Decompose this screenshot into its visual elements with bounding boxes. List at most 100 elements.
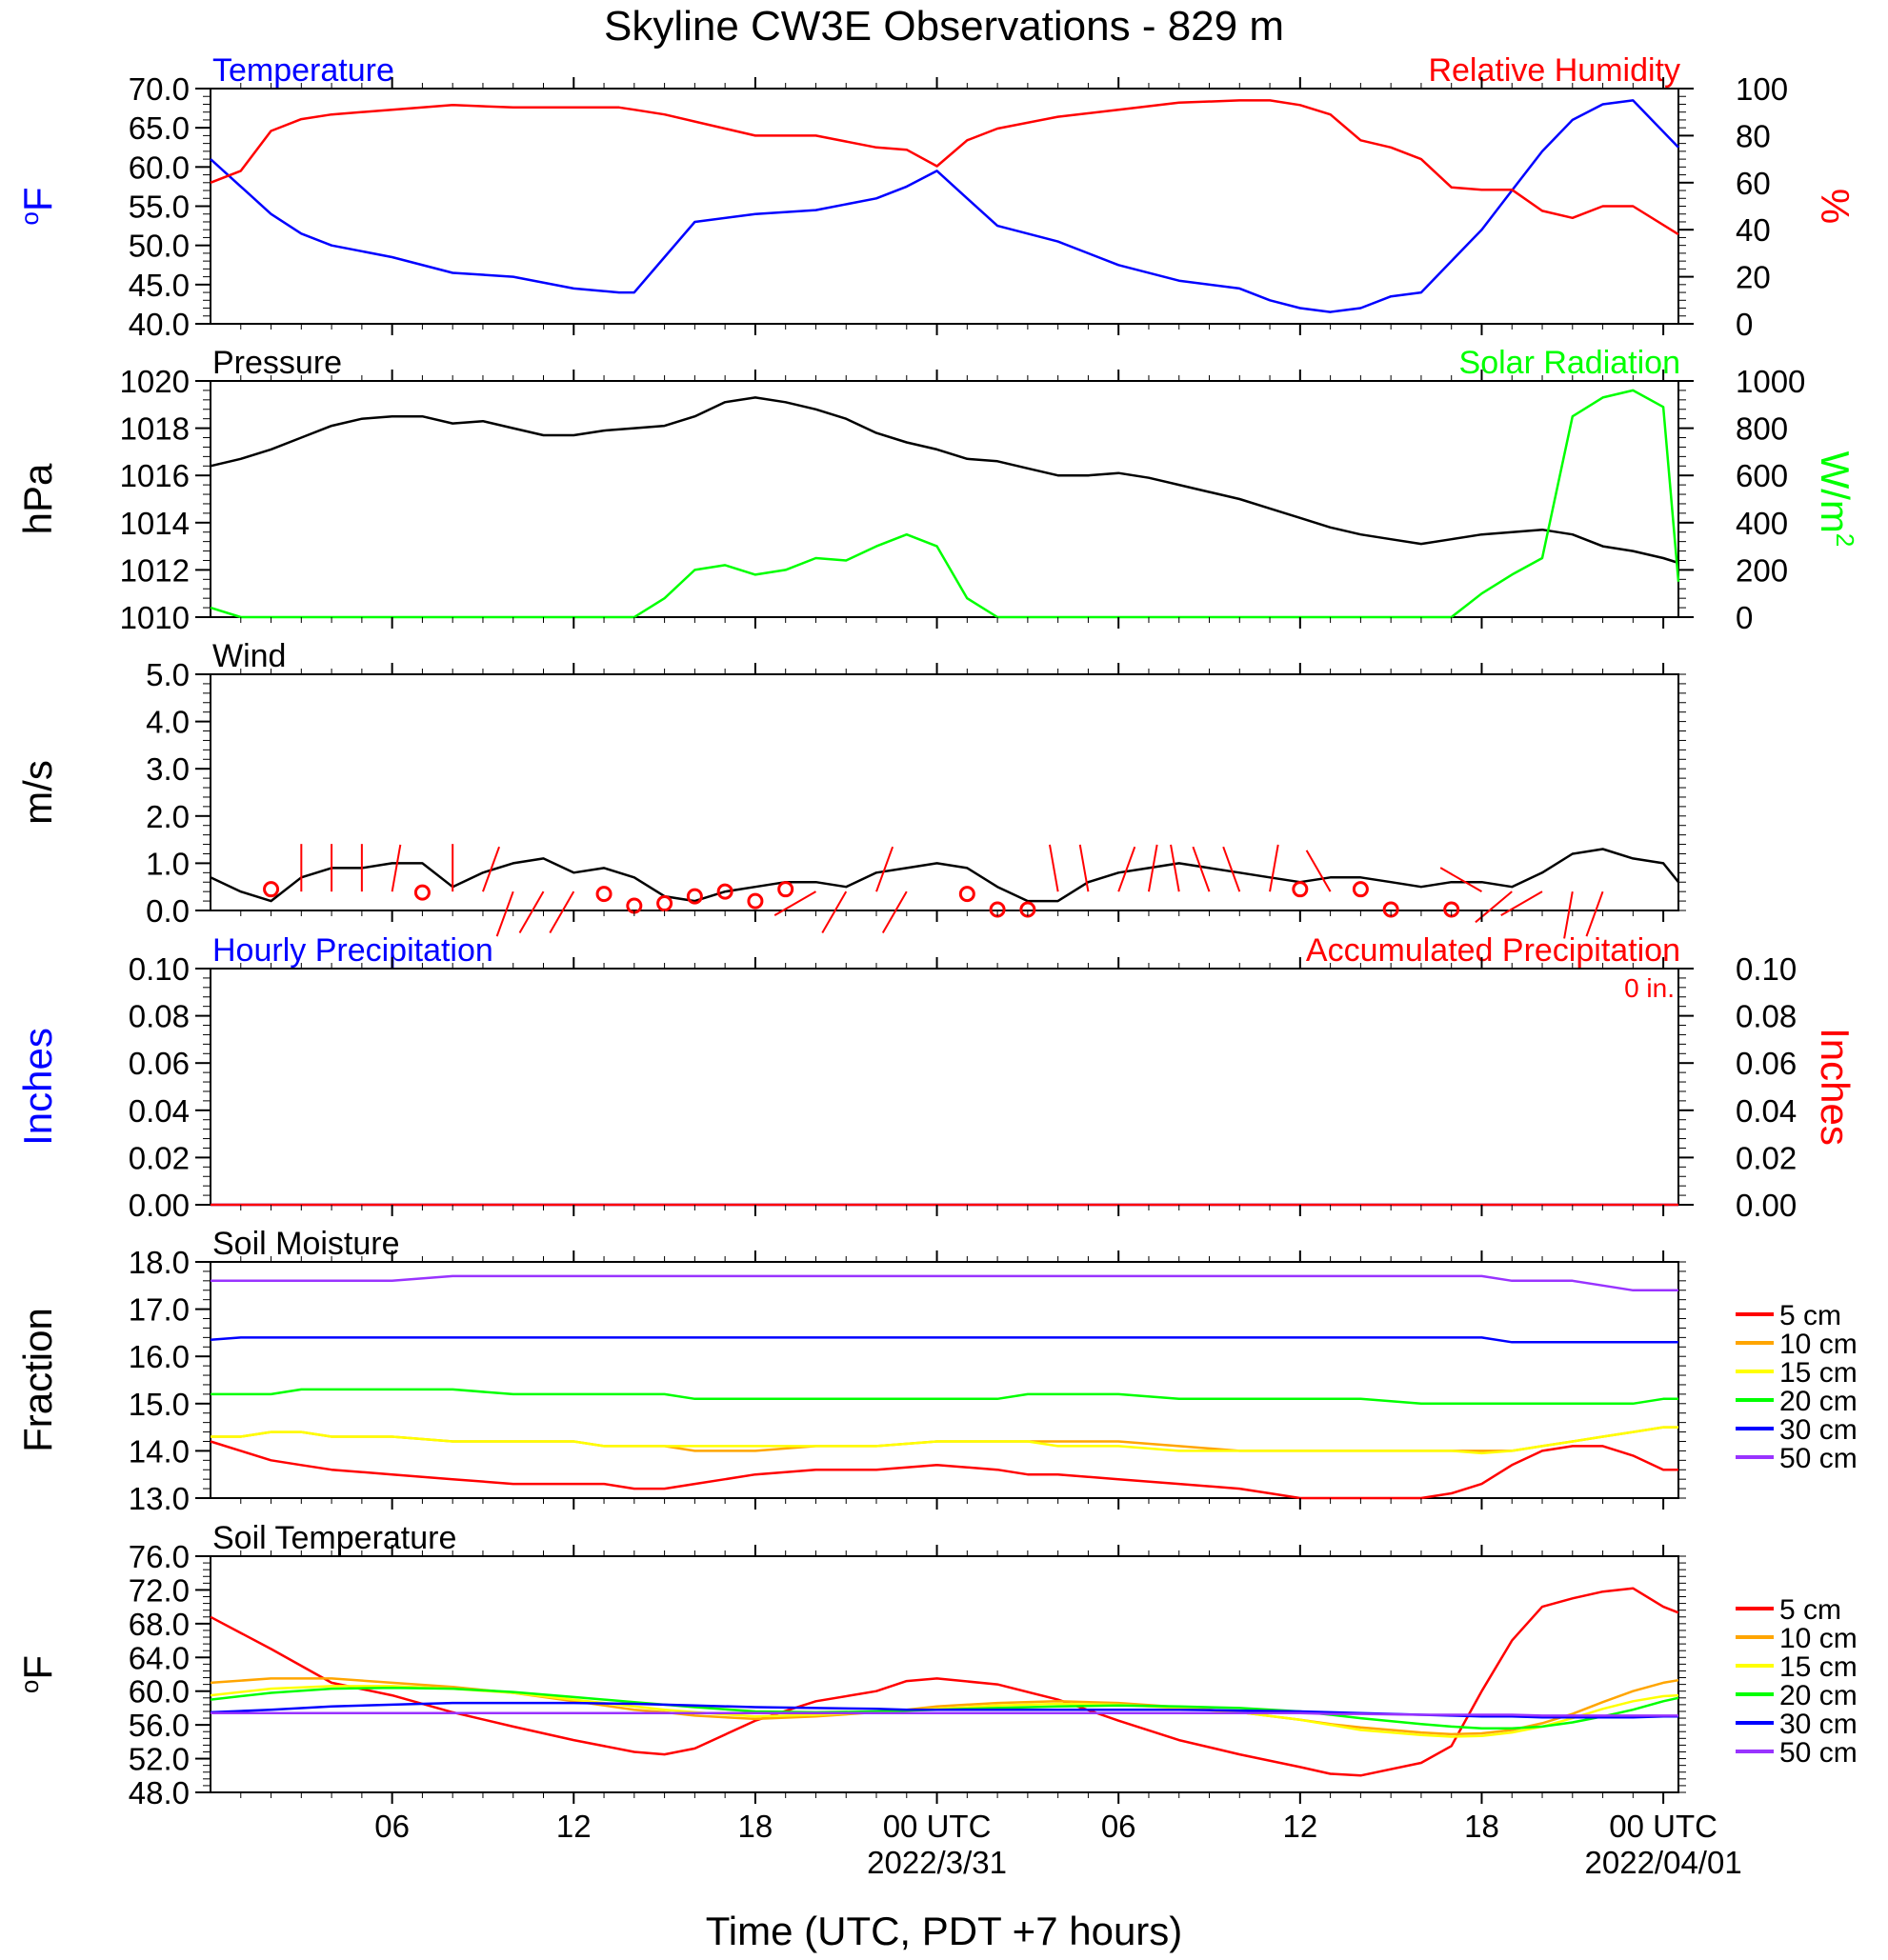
- panel-right-title: Solar Radiation: [1459, 345, 1680, 381]
- y2-tick-label: 0.00: [1736, 1188, 1797, 1223]
- wind-barb: [549, 890, 575, 933]
- legend-label-5-cm: 5 cm: [1779, 1594, 1841, 1626]
- y-tick-label: 0.00: [129, 1188, 190, 1223]
- y-tick-label: 65.0: [129, 110, 190, 146]
- x-tick-label: 00 UTC: [883, 1809, 992, 1844]
- y2-tick-label: 0.10: [1736, 951, 1797, 987]
- y-tick-label: 45.0: [129, 268, 190, 303]
- figure-title: Skyline CW3E Observations - 829 m: [604, 3, 1284, 50]
- y-tick-label: 72.0: [129, 1572, 190, 1608]
- series-line-30-cm: [210, 1701, 1678, 1719]
- legend-label-20-cm: 20 cm: [1779, 1386, 1858, 1417]
- wind-barb: [1117, 846, 1136, 892]
- y2-tick-label: 60: [1736, 166, 1771, 201]
- panel-left-title: Soil Moisture: [212, 1226, 400, 1262]
- calm-wind-marker: [1019, 901, 1036, 918]
- y-tick-label: 1020: [120, 364, 190, 399]
- y-tick-label: 0.06: [129, 1046, 190, 1081]
- calm-wind-marker: [1443, 901, 1460, 918]
- panel-left-title: Wind: [212, 638, 286, 674]
- wind-barb: [518, 890, 545, 933]
- y-tick-label: 52.0: [129, 1742, 190, 1777]
- calm-wind-marker: [958, 886, 975, 903]
- wind-barb: [773, 890, 816, 917]
- series-line-30-cm: [210, 1336, 1678, 1344]
- wind-barb: [482, 846, 500, 892]
- plot-frame: [210, 1261, 1679, 1499]
- plot-frame: [210, 1555, 1679, 1793]
- legend-label-10-cm: 10 cm: [1779, 1329, 1858, 1360]
- panel-soil-temperature: 48.052.056.060.064.068.072.076.0 Soil Tem…: [15, 1520, 1858, 1810]
- y-tick-label: 18.0: [129, 1245, 190, 1280]
- y-tick-label: 40.0: [129, 307, 190, 342]
- y2-axis-title: Inches: [1813, 1028, 1858, 1146]
- y2-tick-label: 0: [1736, 600, 1753, 635]
- y-tick-label: 76.0: [129, 1539, 190, 1574]
- x-tick-label: 12: [1282, 1809, 1317, 1844]
- y-tick-label: 16.0: [129, 1339, 190, 1374]
- y-tick-label: 1.0: [146, 846, 190, 881]
- x-tick-label: 18: [738, 1809, 773, 1844]
- y-axis-title: m/s: [15, 760, 60, 825]
- y2-tick-label: 1000: [1736, 364, 1805, 399]
- y-tick-label: 1018: [120, 411, 190, 447]
- x-tick-label: 18: [1464, 1809, 1499, 1844]
- calm-wind-marker: [777, 881, 794, 898]
- y-tick-label: 50.0: [129, 229, 190, 264]
- series-line-15-cm: [210, 1685, 1679, 1738]
- y-axis-title: hPa: [15, 463, 60, 534]
- x-date-label: 2022/04/01: [1585, 1845, 1742, 1880]
- wind-barb: [875, 846, 894, 892]
- calm-wind-marker: [686, 888, 703, 905]
- y-tick-label: 56.0: [129, 1708, 190, 1743]
- calm-wind-marker: [263, 881, 280, 898]
- series-line-50-cm: [211, 1274, 1678, 1292]
- legend-label-10-cm: 10 cm: [1779, 1623, 1858, 1654]
- calm-wind-marker: [1382, 901, 1399, 918]
- y-tick-label: 60.0: [129, 1674, 190, 1710]
- panel-left-title: Hourly Precipitation: [212, 932, 493, 969]
- panel-precip: 0.00 0.02 0.04 0.06 0.08 0.10 0.00 0.02 0.04 0.06…: [15, 932, 1858, 1223]
- wind-barb: [821, 890, 848, 933]
- calm-wind-marker: [413, 884, 431, 901]
- wind-barb: [1192, 846, 1211, 892]
- wind-barb: [1500, 890, 1543, 917]
- plot-frame: [210, 88, 1679, 325]
- x-tick-label: 00 UTC: [1609, 1809, 1717, 1844]
- y2-tick-label: 20: [1736, 260, 1771, 295]
- chart-panels: 40.0 45.0 50.0 55.0 60.0 65.070.0 0 20 40 60 80 100…: [15, 52, 1859, 1810]
- y2-tick-label: 0.08: [1736, 999, 1797, 1034]
- calm-wind-marker: [595, 886, 613, 903]
- y-tick-label: 64.0: [129, 1640, 190, 1675]
- calm-wind-marker: [747, 892, 764, 910]
- series-line-solar-radiation: [210, 389, 1680, 619]
- y2-axis-title: W/m2: [1813, 451, 1859, 548]
- series-line-5-cm: [210, 1587, 1679, 1777]
- y-axis-title: oF: [15, 187, 60, 225]
- wind-barb: [495, 890, 514, 937]
- y-tick-label: 0.04: [129, 1093, 190, 1129]
- legend-label-30-cm: 30 cm: [1779, 1414, 1858, 1446]
- x-tick-label: 06: [1101, 1809, 1136, 1844]
- wind-barb: [881, 890, 908, 933]
- y2-tick-label: 0.06: [1736, 1046, 1797, 1081]
- panel-left-title: Temperature: [212, 52, 394, 89]
- y-tick-label: 68.0: [129, 1607, 190, 1642]
- calm-wind-marker: [989, 901, 1006, 918]
- y2-tick-label: 600: [1736, 458, 1788, 493]
- y2-tick-label: 0: [1736, 307, 1753, 342]
- y2-tick-label: 80: [1736, 118, 1771, 153]
- y-tick-label: 70.0: [129, 71, 190, 107]
- y-tick-label: 1010: [120, 600, 190, 635]
- wind-barb: [1222, 846, 1241, 892]
- calm-wind-marker: [656, 895, 673, 912]
- y-tick-label: 4.0: [146, 705, 190, 740]
- wind-barb: [1563, 890, 1574, 939]
- legend-label-20-cm: 20 cm: [1779, 1680, 1858, 1711]
- series-line-pressure: [210, 396, 1679, 565]
- legend-label-50-cm: 50 cm: [1779, 1443, 1858, 1474]
- series-line-50-cm: [211, 1711, 1678, 1717]
- y-tick-label: 60.0: [129, 150, 190, 185]
